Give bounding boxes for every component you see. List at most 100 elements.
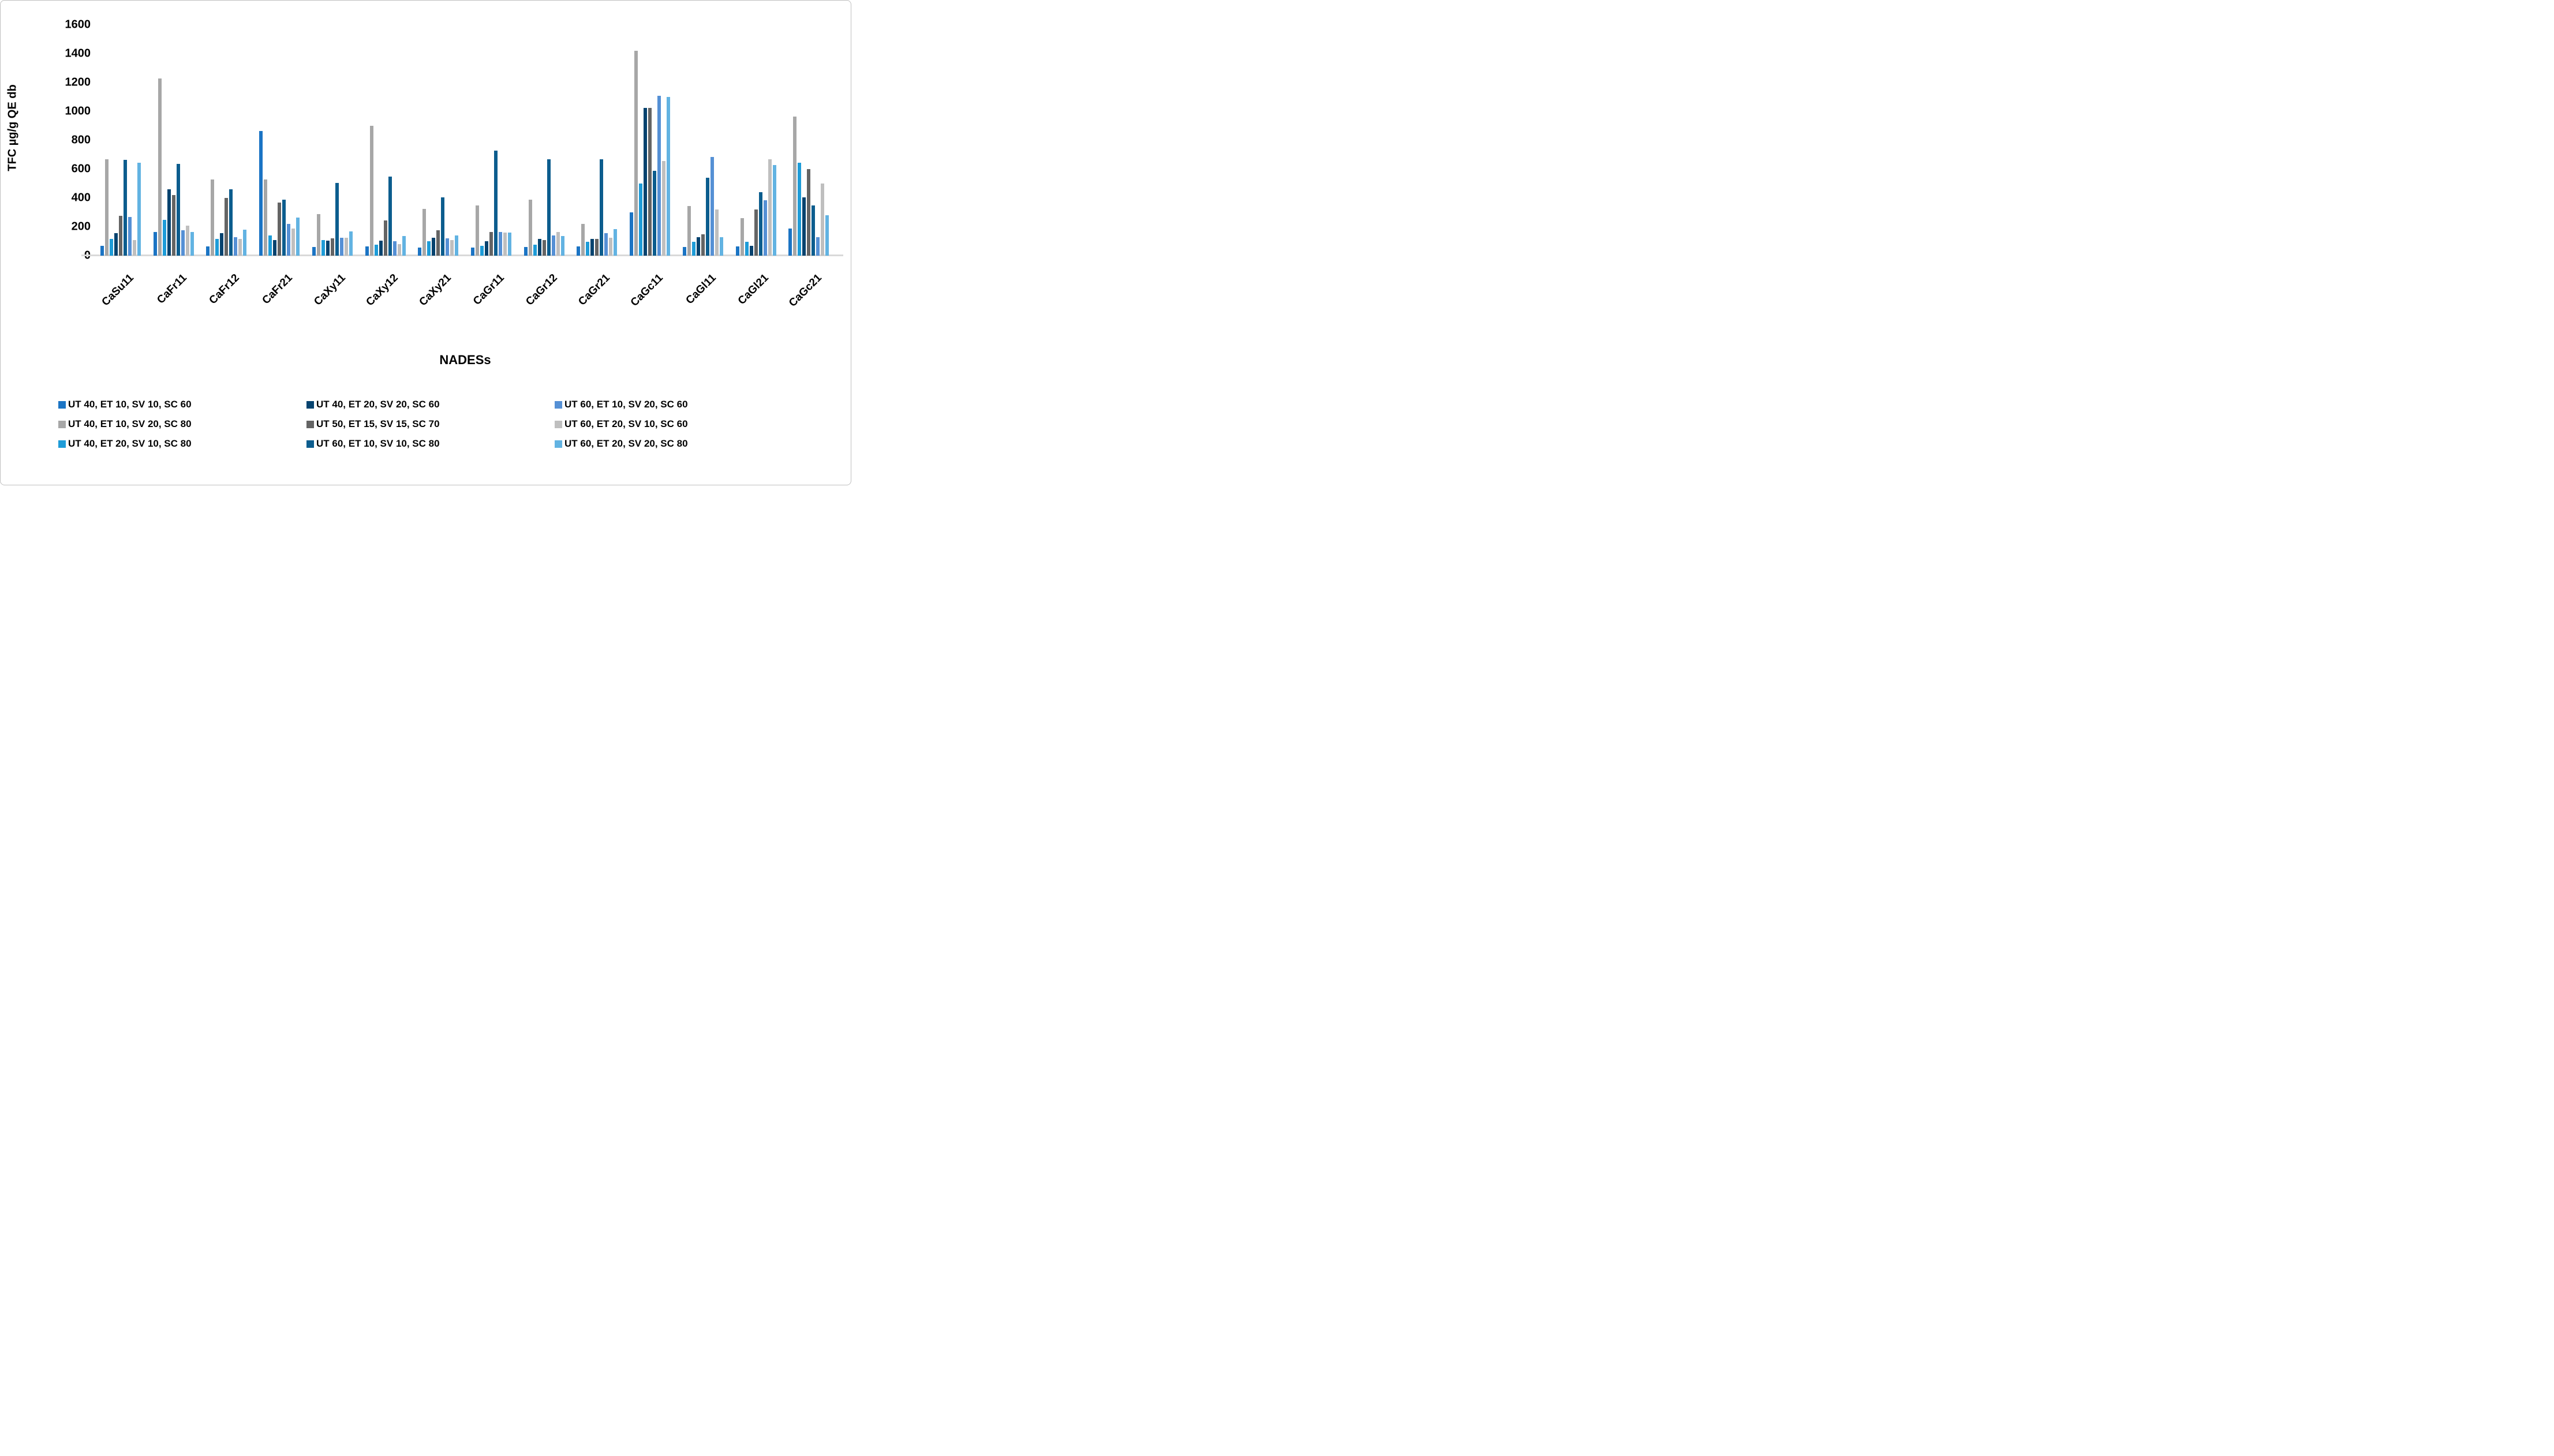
- bar: [719, 237, 723, 256]
- bar: [229, 189, 233, 256]
- bar: [807, 169, 811, 256]
- bar-group-CaGr12: [523, 159, 564, 256]
- legend-label: UT 40, ET 10, SV 10, SC 60: [68, 399, 192, 410]
- bar: [682, 247, 686, 256]
- x-axis-title: NADESs: [439, 353, 491, 367]
- legend-swatch-icon: [58, 440, 66, 448]
- bar: [432, 237, 436, 256]
- legend-swatch-icon: [555, 401, 562, 409]
- bar-group-CaGc21: [788, 116, 829, 256]
- bar: [326, 240, 330, 256]
- bar: [740, 218, 744, 256]
- bar: [206, 246, 210, 256]
- bar: [614, 229, 618, 256]
- bar: [264, 179, 268, 256]
- bar: [630, 212, 634, 256]
- category-label: CaGl11: [683, 272, 719, 307]
- bar: [657, 95, 661, 256]
- x-axis-line: [81, 254, 843, 256]
- bar: [494, 150, 498, 256]
- bar: [533, 245, 537, 256]
- category-label: CaGr12: [523, 272, 560, 308]
- bar: [397, 244, 401, 256]
- legend-label: UT 40, ET 20, SV 10, SC 80: [68, 438, 192, 449]
- bar: [402, 236, 406, 256]
- bar-group-CaFr12: [206, 179, 247, 256]
- bar: [238, 239, 242, 256]
- legend-label: UT 50, ET 15, SV 15, SC 70: [316, 418, 440, 429]
- bar-group-CaGr11: [471, 150, 511, 256]
- bar: [705, 178, 709, 256]
- bar: [220, 233, 224, 256]
- bar: [644, 107, 648, 256]
- legend-label: UT 60, ET 10, SV 10, SC 80: [316, 438, 440, 449]
- bar: [119, 216, 122, 256]
- bar: [772, 164, 776, 256]
- category-label: CaGc21: [787, 272, 824, 309]
- legend-label: UT 40, ET 20, SV 20, SC 60: [316, 399, 440, 410]
- bar-group-CaXy12: [365, 126, 406, 256]
- bar: [735, 246, 739, 256]
- legend: UT 40, ET 10, SV 10, SC 60 UT 40, ET 20, …: [58, 399, 797, 450]
- bar: [547, 159, 551, 256]
- bar: [225, 198, 229, 256]
- bar: [100, 245, 104, 256]
- bar: [604, 233, 608, 256]
- bar: [485, 241, 488, 256]
- bar: [667, 97, 671, 256]
- legend-item: UT 40, ET 10, SV 20, SC 80: [58, 418, 301, 430]
- bar: [653, 170, 657, 256]
- bar: [581, 224, 585, 256]
- bar: [268, 235, 272, 256]
- category-label: CaGl21: [736, 272, 772, 308]
- bar: [190, 231, 194, 256]
- bar: [418, 248, 422, 256]
- bar: [436, 230, 440, 256]
- bar: [124, 159, 127, 256]
- category-label: CaSu11: [99, 272, 136, 309]
- legend-swatch-icon: [555, 440, 562, 448]
- bar: [365, 246, 369, 256]
- bar-group-CaXy11: [312, 182, 353, 256]
- category-label: CaXy12: [364, 272, 401, 309]
- bar: [215, 239, 219, 256]
- legend-swatch-icon: [306, 440, 314, 448]
- bar: [749, 245, 753, 256]
- bar: [560, 236, 564, 256]
- bar: [171, 195, 175, 256]
- category-label: CaGr21: [576, 272, 613, 308]
- bar-group-CaXy21: [418, 197, 459, 256]
- bar: [595, 239, 599, 256]
- chart-frame: TFC µg/g QE db 0200400600800100012001400…: [0, 0, 851, 485]
- bar: [278, 202, 282, 256]
- legend-label: UT 60, ET 20, SV 20, SC 80: [564, 438, 688, 449]
- category-label: CaXy11: [311, 272, 348, 308]
- bar: [480, 245, 484, 256]
- bar: [392, 241, 397, 256]
- legend-item: UT 40, ET 20, SV 10, SC 80: [58, 438, 301, 450]
- legend-item: UT 60, ET 10, SV 20, SC 60: [555, 399, 797, 410]
- bar: [450, 239, 454, 256]
- legend-item: UT 60, ET 20, SV 10, SC 60: [555, 418, 797, 430]
- bar: [344, 237, 348, 256]
- bar-group-CaFr11: [153, 78, 194, 256]
- bar: [273, 239, 277, 256]
- legend-label: UT 60, ET 10, SV 20, SC 60: [564, 399, 688, 410]
- bar: [291, 228, 296, 256]
- bar: [446, 238, 450, 256]
- y-axis-title-text: TFC µg/g QE db: [6, 84, 19, 171]
- bar: [167, 189, 171, 256]
- legend-item: UT 40, ET 20, SV 20, SC 60: [306, 399, 549, 410]
- bar: [508, 233, 511, 256]
- bar: [105, 159, 109, 256]
- bar: [499, 231, 502, 256]
- legend-item: UT 60, ET 20, SV 20, SC 80: [555, 438, 797, 450]
- bar: [590, 239, 594, 256]
- bar: [133, 239, 136, 256]
- bar: [691, 242, 695, 256]
- bar: [110, 239, 113, 256]
- legend-swatch-icon: [306, 401, 314, 409]
- y-tick-label: 400: [71, 191, 91, 204]
- bar: [662, 161, 666, 256]
- y-tick-label: 1600: [65, 18, 91, 31]
